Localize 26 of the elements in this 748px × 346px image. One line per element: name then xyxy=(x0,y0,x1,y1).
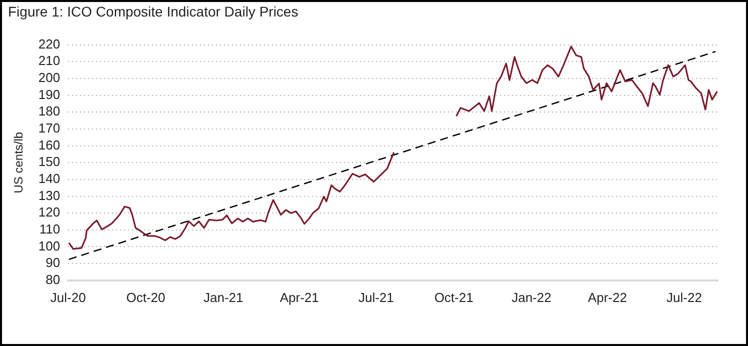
y-tick-label: 120 xyxy=(38,204,60,220)
x-tick-label: Oct-21 xyxy=(434,290,474,305)
y-tick-label: 170 xyxy=(38,120,60,136)
y-tick-label: 90 xyxy=(46,255,60,270)
x-tick-label: Jul-21 xyxy=(358,290,394,305)
y-tick-label: 130 xyxy=(38,188,60,203)
x-tick-label: Apr-22 xyxy=(588,290,627,305)
y-tick-label: 150 xyxy=(38,154,60,170)
x-tick-label: Jan-22 xyxy=(512,290,552,305)
y-tick-label: 210 xyxy=(38,53,60,68)
x-tick-label: Jan-21 xyxy=(204,290,244,305)
y-tick-label: 140 xyxy=(38,171,60,186)
y-tick-label: 160 xyxy=(38,137,60,152)
x-tick-label: Jul-20 xyxy=(50,290,86,305)
y-tick-label: 220 xyxy=(38,36,60,52)
y-tick-label: 110 xyxy=(39,221,60,236)
y-tick-label: 80 xyxy=(46,272,60,287)
y-tick-label: 100 xyxy=(38,238,60,254)
y-tick-label: 190 xyxy=(38,86,60,102)
x-tick-label: Jul-22 xyxy=(666,290,702,305)
y-tick-label: 200 xyxy=(38,70,60,86)
chart-title: Figure 1: ICO Composite Indicator Daily Prices xyxy=(8,3,298,20)
x-tick-label: Oct-20 xyxy=(126,290,166,305)
y-tick-label: 180 xyxy=(38,104,60,119)
x-tick-label: Apr-21 xyxy=(280,290,319,305)
y-axis-title: US cents/lb xyxy=(12,132,26,194)
